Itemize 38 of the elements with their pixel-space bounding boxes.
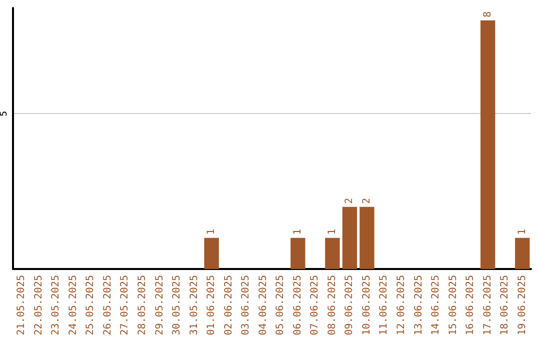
data-label: 1: [292, 228, 304, 235]
x-tick-label: 08.06.2025: [326, 275, 338, 336]
x-tick-label: 05.06.2025: [275, 275, 286, 336]
data-label: 2: [344, 198, 356, 204]
x-tick-label: 19.06.2025: [516, 275, 528, 336]
x-tick-label: 16.06.2025: [465, 275, 476, 336]
x-tick-label: 03.06.2025: [240, 275, 252, 336]
x-tick-label: 13.06.2025: [413, 275, 424, 336]
x-tick-label: 24.05.2025: [68, 275, 79, 336]
data-label: 2: [361, 198, 372, 204]
x-tick-label: 23.05.2025: [50, 275, 62, 336]
x-tick-label: 22.05.2025: [33, 275, 44, 336]
x-tick-label: 09.06.2025: [344, 275, 356, 336]
x-tick-label: 01.06.2025: [206, 275, 218, 336]
x-tick-label: 04.06.2025: [258, 275, 269, 336]
x-tick-label: 12.06.2025: [396, 275, 407, 336]
x-tick-label: 26.05.2025: [102, 275, 114, 336]
data-label: 1: [206, 228, 218, 235]
x-tick-label: 29.05.2025: [154, 275, 166, 336]
x-tick-label: 10.06.2025: [361, 275, 372, 336]
x-tick-label: 31.05.2025: [188, 275, 200, 336]
x-tick-label: 25.05.2025: [85, 275, 96, 336]
x-tick-label: 28.05.2025: [137, 275, 148, 336]
data-label: 1: [326, 228, 338, 235]
x-tick-label: 02.06.2025: [223, 275, 234, 336]
x-tick-label: 30.05.2025: [172, 275, 183, 336]
data-label: 1: [516, 228, 528, 235]
x-tick-label: 11.06.2025: [378, 275, 390, 336]
x-tick-label: 14.06.2025: [430, 275, 442, 336]
y-tick-label: 5: [0, 110, 10, 116]
data-label: 8: [482, 11, 494, 18]
x-tick-label: 06.06.2025: [292, 275, 304, 336]
x-tick-label: 21.05.2025: [16, 275, 28, 336]
x-tick-label: 27.05.2025: [120, 275, 131, 336]
x-tick-label: 18.06.2025: [500, 275, 511, 336]
x-tick-label: 15.06.2025: [448, 275, 459, 336]
x-tick-label: 17.06.2025: [482, 275, 494, 336]
x-tick-label: 07.06.2025: [310, 275, 321, 336]
